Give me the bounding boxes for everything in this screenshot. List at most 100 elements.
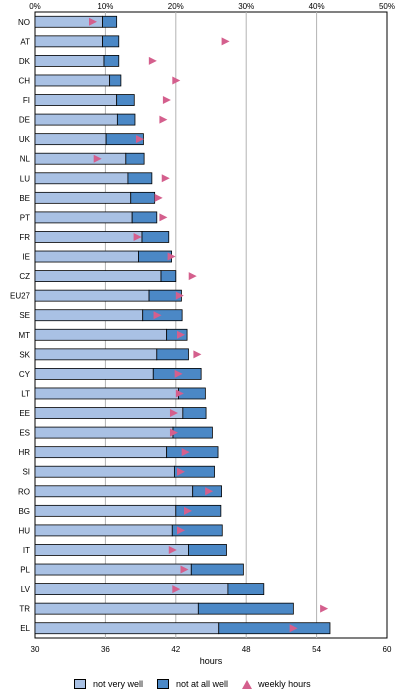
weekly-hours-marker bbox=[148, 56, 157, 65]
bar-not-very-well bbox=[34, 563, 192, 576]
weekly-hours-marker bbox=[193, 350, 202, 359]
bar-not-at-all-well bbox=[172, 426, 213, 439]
x-tick-label-hours: 60 bbox=[383, 645, 392, 654]
bar-not-at-all-well bbox=[171, 524, 223, 537]
bar-not-at-all-well bbox=[141, 231, 170, 243]
bar-not-at-all-well bbox=[175, 504, 222, 517]
triangle-icon bbox=[242, 679, 253, 689]
category-label: HR bbox=[18, 448, 30, 457]
category-label: SI bbox=[22, 468, 30, 477]
category-label: HU bbox=[18, 526, 30, 535]
weekly-hours-marker bbox=[221, 37, 230, 46]
category-label: NO bbox=[18, 18, 30, 27]
category-label: ES bbox=[19, 429, 30, 438]
bar-not-very-well bbox=[34, 465, 175, 478]
weekly-hours-marker bbox=[133, 232, 142, 241]
bar-not-very-well bbox=[34, 270, 162, 282]
bar-not-at-all-well bbox=[227, 583, 265, 595]
bar-not-at-all-well bbox=[103, 55, 120, 67]
bar-not-very-well bbox=[34, 504, 177, 517]
bar-not-at-all-well bbox=[138, 250, 172, 263]
weekly-hours-marker bbox=[162, 96, 171, 105]
category-label: SE bbox=[19, 311, 30, 320]
legend-item-weekly-hours: weekly hours bbox=[242, 679, 311, 689]
bar-not-very-well bbox=[34, 250, 139, 263]
weekly-hours-marker bbox=[168, 545, 177, 554]
bar-not-at-all-well bbox=[182, 407, 207, 419]
weekly-hours-marker bbox=[153, 311, 162, 320]
bar-not-very-well bbox=[34, 172, 129, 185]
category-label: LT bbox=[21, 389, 30, 398]
x-tick-label-percent: 30% bbox=[238, 2, 254, 11]
weekly-hours-marker bbox=[172, 585, 181, 594]
weekly-hours-marker bbox=[188, 272, 197, 281]
weekly-hours-marker bbox=[167, 252, 176, 261]
bar-not-very-well bbox=[34, 74, 111, 87]
weekly-hours-marker bbox=[175, 389, 184, 398]
category-label: CZ bbox=[19, 272, 30, 281]
bar-not-at-all-well bbox=[188, 544, 227, 556]
category-label: MT bbox=[18, 331, 30, 340]
x-tick-label-hours: 42 bbox=[171, 645, 180, 654]
weekly-hours-marker bbox=[181, 448, 190, 457]
bar-not-very-well bbox=[34, 152, 127, 165]
x-tick-label-percent: 10% bbox=[97, 2, 113, 11]
weekly-hours-marker bbox=[184, 506, 193, 515]
category-label: TR bbox=[19, 605, 30, 614]
legend: not very well not at all well weekly hou… bbox=[74, 676, 325, 692]
category-label: FR bbox=[19, 233, 30, 242]
category-label: DE bbox=[19, 116, 30, 125]
weekly-hours-marker bbox=[176, 467, 185, 476]
bar-not-at-all-well bbox=[109, 74, 122, 87]
bar-not-very-well bbox=[34, 622, 220, 635]
bar-not-at-all-well bbox=[142, 309, 183, 322]
x-axis-label: hours bbox=[200, 656, 223, 666]
weekly-hours-marker bbox=[159, 213, 168, 222]
bar-not-very-well bbox=[34, 55, 105, 67]
x-tick-label-hours: 54 bbox=[312, 645, 321, 654]
bar-not-at-all-well bbox=[156, 348, 189, 361]
bar-not-very-well bbox=[34, 94, 118, 106]
bar-not-at-all-well bbox=[102, 35, 120, 48]
bar-not-very-well bbox=[34, 133, 107, 146]
legend-label-not-at-all-well: not at all well bbox=[176, 679, 229, 689]
bar-not-very-well bbox=[34, 544, 189, 556]
bar-not-very-well bbox=[34, 407, 184, 419]
category-label: LV bbox=[21, 585, 31, 594]
bar-not-very-well bbox=[34, 387, 180, 400]
bar-not-at-all-well bbox=[218, 622, 331, 635]
bar-not-very-well bbox=[34, 113, 118, 126]
legend-swatch-not-at-all-well bbox=[157, 679, 170, 689]
bar-not-very-well bbox=[34, 446, 168, 459]
weekly-hours-marker bbox=[176, 526, 185, 535]
weekly-hours-marker bbox=[180, 565, 189, 574]
legend-label-weekly-hours: weekly hours bbox=[258, 679, 311, 689]
weekly-hours-marker bbox=[135, 135, 144, 144]
weekly-hours-marker bbox=[175, 291, 184, 300]
bar-not-at-all-well bbox=[173, 465, 215, 478]
category-label: AT bbox=[20, 37, 30, 46]
x-tick-label-hours: 36 bbox=[101, 645, 110, 654]
legend-label-not-very-well: not very well bbox=[93, 679, 144, 689]
plot-frame bbox=[34, 11, 388, 639]
legend-swatch-not-very-well bbox=[74, 679, 86, 689]
bar-not-very-well bbox=[34, 289, 150, 302]
x-tick-label-percent: 20% bbox=[168, 2, 184, 11]
weekly-hours-marker bbox=[154, 193, 163, 202]
bar-not-at-all-well bbox=[190, 563, 244, 576]
bar-not-at-all-well bbox=[102, 15, 118, 28]
bar-not-at-all-well bbox=[131, 211, 158, 224]
category-label: BG bbox=[18, 507, 30, 516]
bar-not-very-well bbox=[34, 348, 158, 361]
weekly-hours-marker bbox=[205, 487, 214, 496]
x-tick-label-percent: 50% bbox=[379, 2, 395, 11]
category-label: DK bbox=[19, 57, 31, 66]
bar-not-very-well bbox=[34, 524, 173, 537]
category-label: NL bbox=[20, 155, 31, 164]
category-label: CY bbox=[19, 370, 31, 379]
category-label: PT bbox=[20, 213, 30, 222]
category-label: FI bbox=[23, 96, 30, 105]
bar-not-very-well bbox=[34, 426, 174, 439]
bar-not-very-well bbox=[34, 309, 144, 322]
